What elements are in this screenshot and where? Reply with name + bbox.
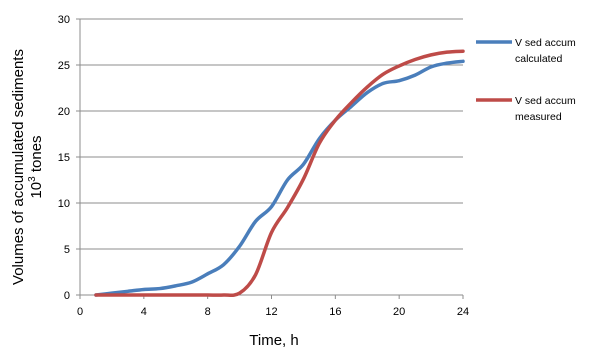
x-tick-label-4: 4 xyxy=(141,306,147,318)
y-axis-title-line1: Volumes of accumulated sediments xyxy=(10,49,27,285)
legend-label-measured-line1: V sed accum xyxy=(515,95,576,107)
legend-label-calculated-line2: calculated xyxy=(515,53,562,65)
y-axis-unit-base: 10 xyxy=(28,182,45,199)
x-axis-title: Time, h xyxy=(249,332,298,347)
legend-item-calculated: V sed accum calculated xyxy=(476,37,576,65)
y-tick-label-0: 0 xyxy=(64,290,70,302)
y-tick-label-5: 5 xyxy=(64,244,70,256)
y-axis-title-line2: 103 tones xyxy=(27,135,45,198)
y-tick-labels: 0 5 10 15 20 25 30 xyxy=(58,14,70,302)
legend-label-measured-line2: measured xyxy=(515,111,562,123)
y-tick-label-15: 15 xyxy=(58,152,70,164)
series-lines xyxy=(94,49,465,297)
series-line-calculated xyxy=(94,59,465,297)
x-tick-label-8: 8 xyxy=(205,306,211,318)
x-tick-label-16: 16 xyxy=(329,306,341,318)
x-tick-label-0: 0 xyxy=(77,306,83,318)
y-axis-title: Volumes of accumulated sediments 103 ton… xyxy=(10,49,45,285)
x-tick-label-12: 12 xyxy=(265,306,277,318)
y-axis-unit-exponent: 3 xyxy=(27,176,38,182)
legend: V sed accum calculated V sed accum measu… xyxy=(476,37,576,123)
x-tick-label-20: 20 xyxy=(393,306,405,318)
y-tick-label-20: 20 xyxy=(58,106,70,118)
legend-item-measured: V sed accum measured xyxy=(476,95,576,123)
gridlines xyxy=(80,18,463,250)
x-tick-labels: 0 4 8 12 16 20 24 xyxy=(77,306,469,318)
y-tick-label-30: 30 xyxy=(58,14,70,26)
y-axis-unit-rest: tones xyxy=(28,135,45,176)
y-tick-label-25: 25 xyxy=(58,60,70,72)
series-line-measured xyxy=(94,49,465,297)
axes xyxy=(76,18,464,299)
y-tick-label-10: 10 xyxy=(58,198,70,210)
legend-label-calculated-line1: V sed accum xyxy=(515,37,576,49)
x-tick-label-24: 24 xyxy=(457,306,469,318)
